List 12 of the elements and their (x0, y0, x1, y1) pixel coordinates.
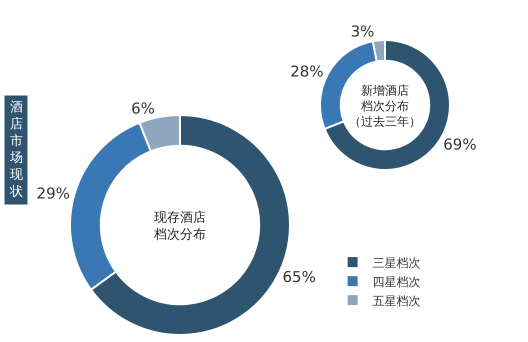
data-label: 29% (36, 184, 70, 203)
text: 酒店市场现状 (9, 100, 23, 200)
data-label: 65% (282, 268, 316, 286)
data-label: 28% (290, 62, 324, 81)
legend-label: 五星档次 (372, 294, 421, 308)
text: 新增酒店档次分布（过去三年） (349, 83, 421, 129)
data-label: 6% (131, 99, 155, 118)
text: 现存酒店档次分布 (153, 210, 206, 242)
data-label: 3% (350, 22, 374, 40)
legend-label: 三星档次 (372, 256, 421, 270)
data-label: 69% (443, 135, 477, 154)
legend-label: 四星档次 (372, 274, 421, 289)
